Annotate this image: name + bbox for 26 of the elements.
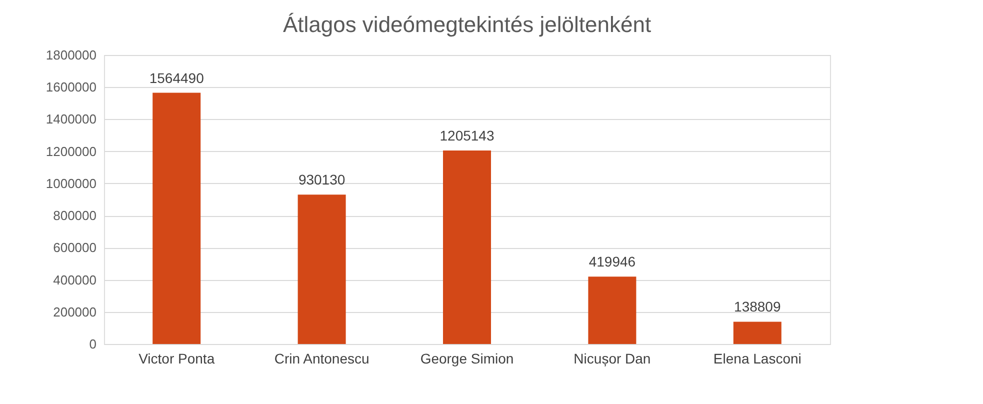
y-tick-label: 1200000 [46, 144, 96, 159]
y-tick-label: 1800000 [46, 48, 96, 62]
bar [298, 194, 346, 344]
y-tick-label: 400000 [53, 272, 96, 288]
y-tick-label: 0 [89, 336, 96, 352]
data-label: 419946 [588, 254, 636, 270]
data-label: 1564490 [149, 70, 204, 86]
bar [588, 276, 636, 344]
y-tick-label: 1600000 [46, 80, 96, 95]
bar [443, 150, 491, 344]
y-tick-label: 600000 [53, 240, 96, 256]
x-tick-label: Victor Ponta [138, 350, 215, 366]
y-tick-label: 1400000 [46, 112, 96, 127]
data-label: 930130 [298, 172, 346, 188]
bar [733, 322, 782, 344]
x-tick-label: Crin Antonescu [274, 350, 370, 366]
x-tick-label: Nicușor Dan [574, 350, 651, 366]
data-label: 1205143 [440, 128, 494, 144]
x-tick-label: Elena Lasconi [713, 350, 802, 366]
y-tick-label: 200000 [53, 304, 96, 320]
bar [152, 92, 201, 344]
chart-title: Átlagos videómegtekintés jelöltenként [282, 12, 652, 37]
y-tick-label: 800000 [53, 208, 96, 224]
y-tick-label: 1000000 [46, 176, 96, 191]
x-tick-label: George Simion [420, 350, 514, 366]
data-label: 138809 [734, 298, 781, 315]
